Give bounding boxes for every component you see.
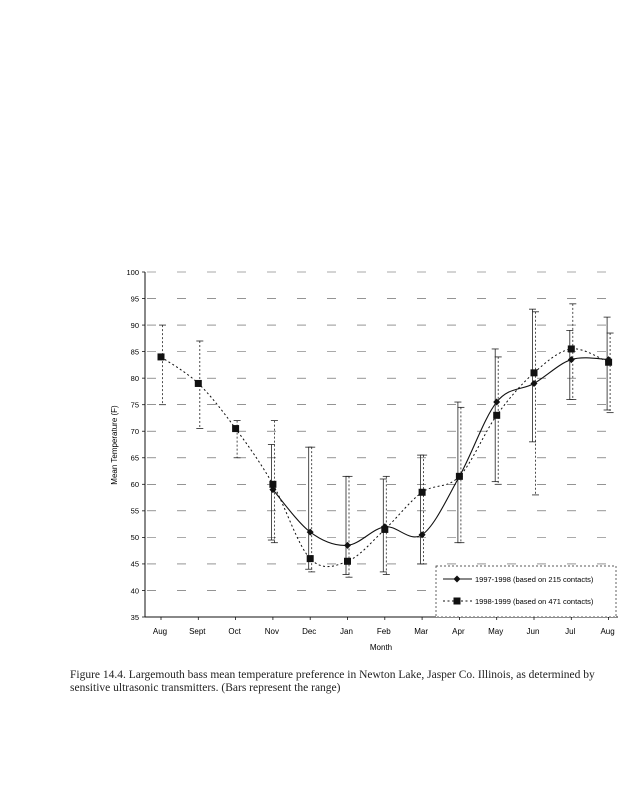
data-point-1998-1999-10: [530, 369, 538, 377]
data-point-1998-1999-0: [157, 353, 165, 361]
x-axis-label: Month: [370, 643, 392, 652]
caption-line-2: sensitive ultrasonic transmitters. (Bars…: [70, 682, 341, 694]
x-tick-label-aug-12: Aug: [600, 627, 614, 636]
y-tick-label-60: 60: [131, 480, 139, 489]
y-tick-label-95: 95: [131, 294, 139, 303]
y-tick-label-45: 45: [131, 560, 139, 569]
x-tick-label-jul-11: Jul: [565, 627, 575, 636]
data-point-1997-1998-5: [344, 541, 351, 549]
y-axis-label: Mean Temperature (F): [110, 405, 119, 485]
legend-label-1998-1999: 1998-1999 (based on 471 contacts): [475, 597, 594, 606]
y-tick-label-70: 70: [131, 427, 139, 436]
data-point-1998-1999-2: [232, 425, 240, 433]
tick-labels: 35 40 45 50 55 60 65 70 75 80 85 90 95 100 Aug Sept Oct N…: [126, 268, 614, 636]
x-tick-label-oct-2: Oct: [228, 627, 241, 636]
x-tick-label-jun-10: Jun: [527, 627, 540, 636]
x-tick-label-nov-3: Nov: [265, 627, 279, 636]
x-tick-label-feb-6: Feb: [377, 627, 391, 636]
legend-marker-square: [453, 597, 461, 605]
y-tick-label-35: 35: [131, 613, 139, 622]
legend-marker-diamond: [453, 575, 461, 583]
data-point-1998-1999-11: [567, 345, 575, 353]
data-point-1998-1999-1: [194, 379, 202, 387]
caption-line-1: Figure 14.4. Largemouth bass mean temper…: [70, 669, 595, 681]
x-tick-label-sept-1: Sept: [189, 627, 206, 636]
data-point-1998-1999-8: [455, 472, 463, 480]
figure-caption: Figure 14.4. Largemouth bass mean temper…: [70, 669, 615, 695]
y-tick-label-75: 75: [131, 400, 139, 409]
x-tick-label-mar-7: Mar: [414, 627, 428, 636]
legend-box: [435, 565, 617, 618]
y-tick-label-50: 50: [131, 533, 139, 542]
data-point-1998-1999-9: [493, 411, 501, 419]
gridlines: [147, 271, 616, 591]
data-point-1997-1998-4: [306, 528, 314, 536]
data-point-1998-1999-12: [605, 358, 613, 366]
data-point-1997-1998-11: [567, 356, 575, 364]
series-markers: [157, 345, 613, 565]
x-tick-label-may-9: May: [488, 627, 503, 636]
y-tick-label-55: 55: [131, 507, 139, 516]
data-point-1998-1999-7: [418, 488, 426, 496]
data-point-1997-1998-9: [493, 398, 501, 406]
x-tick-label-aug-0: Aug: [153, 627, 167, 636]
data-point-1997-1998-10: [530, 379, 538, 387]
data-point-1998-1999-3: [269, 480, 277, 488]
range-bars: [159, 303, 614, 578]
y-tick-label-100: 100: [126, 268, 139, 277]
x-tick-label-apr-8: Apr: [452, 627, 465, 636]
x-tick-label-dec-4: Dec: [302, 627, 316, 636]
legend-label-1997-1998: 1997-1998 (based on 215 contacts): [475, 575, 594, 584]
y-tick-label-90: 90: [131, 321, 139, 330]
data-point-1998-1999-5: [344, 557, 351, 565]
series-line-1997-1998: [272, 357, 609, 546]
x-tick-label-jan-5: Jan: [340, 627, 353, 636]
y-tick-label-65: 65: [131, 454, 139, 463]
legend: 1997-1998 (based on 215 contacts) 1998-1…: [435, 565, 617, 618]
data-point-1998-1999-6: [381, 525, 389, 533]
y-tick-label-80: 80: [131, 374, 139, 383]
y-tick-label-40: 40: [131, 586, 139, 595]
data-point-1998-1999-4: [306, 555, 314, 563]
data-point-1997-1998-3: [269, 486, 277, 494]
data-point-1997-1998-7: [418, 531, 426, 539]
y-tick-label-85: 85: [131, 347, 139, 356]
